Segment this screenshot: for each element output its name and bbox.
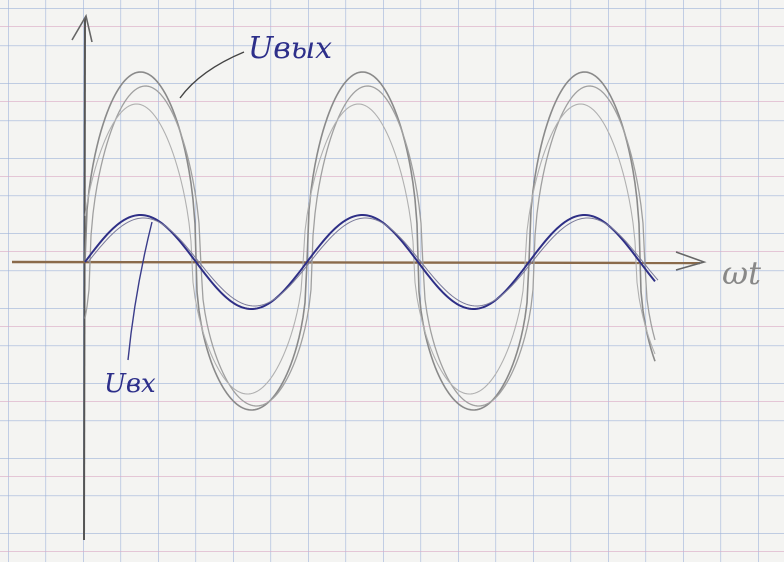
grid-accent [0, 0, 784, 562]
sketch: Uвых Uвх ωt [0, 0, 784, 562]
page: Uвых Uвх ωt (() => { const data = JSON.p… [0, 0, 784, 562]
output-label: Uвых [248, 31, 332, 66]
y-axis [84, 18, 85, 540]
x-axis-label: ωt [722, 254, 761, 292]
x-axis [12, 262, 700, 263]
input-label: Uвх [104, 369, 156, 399]
